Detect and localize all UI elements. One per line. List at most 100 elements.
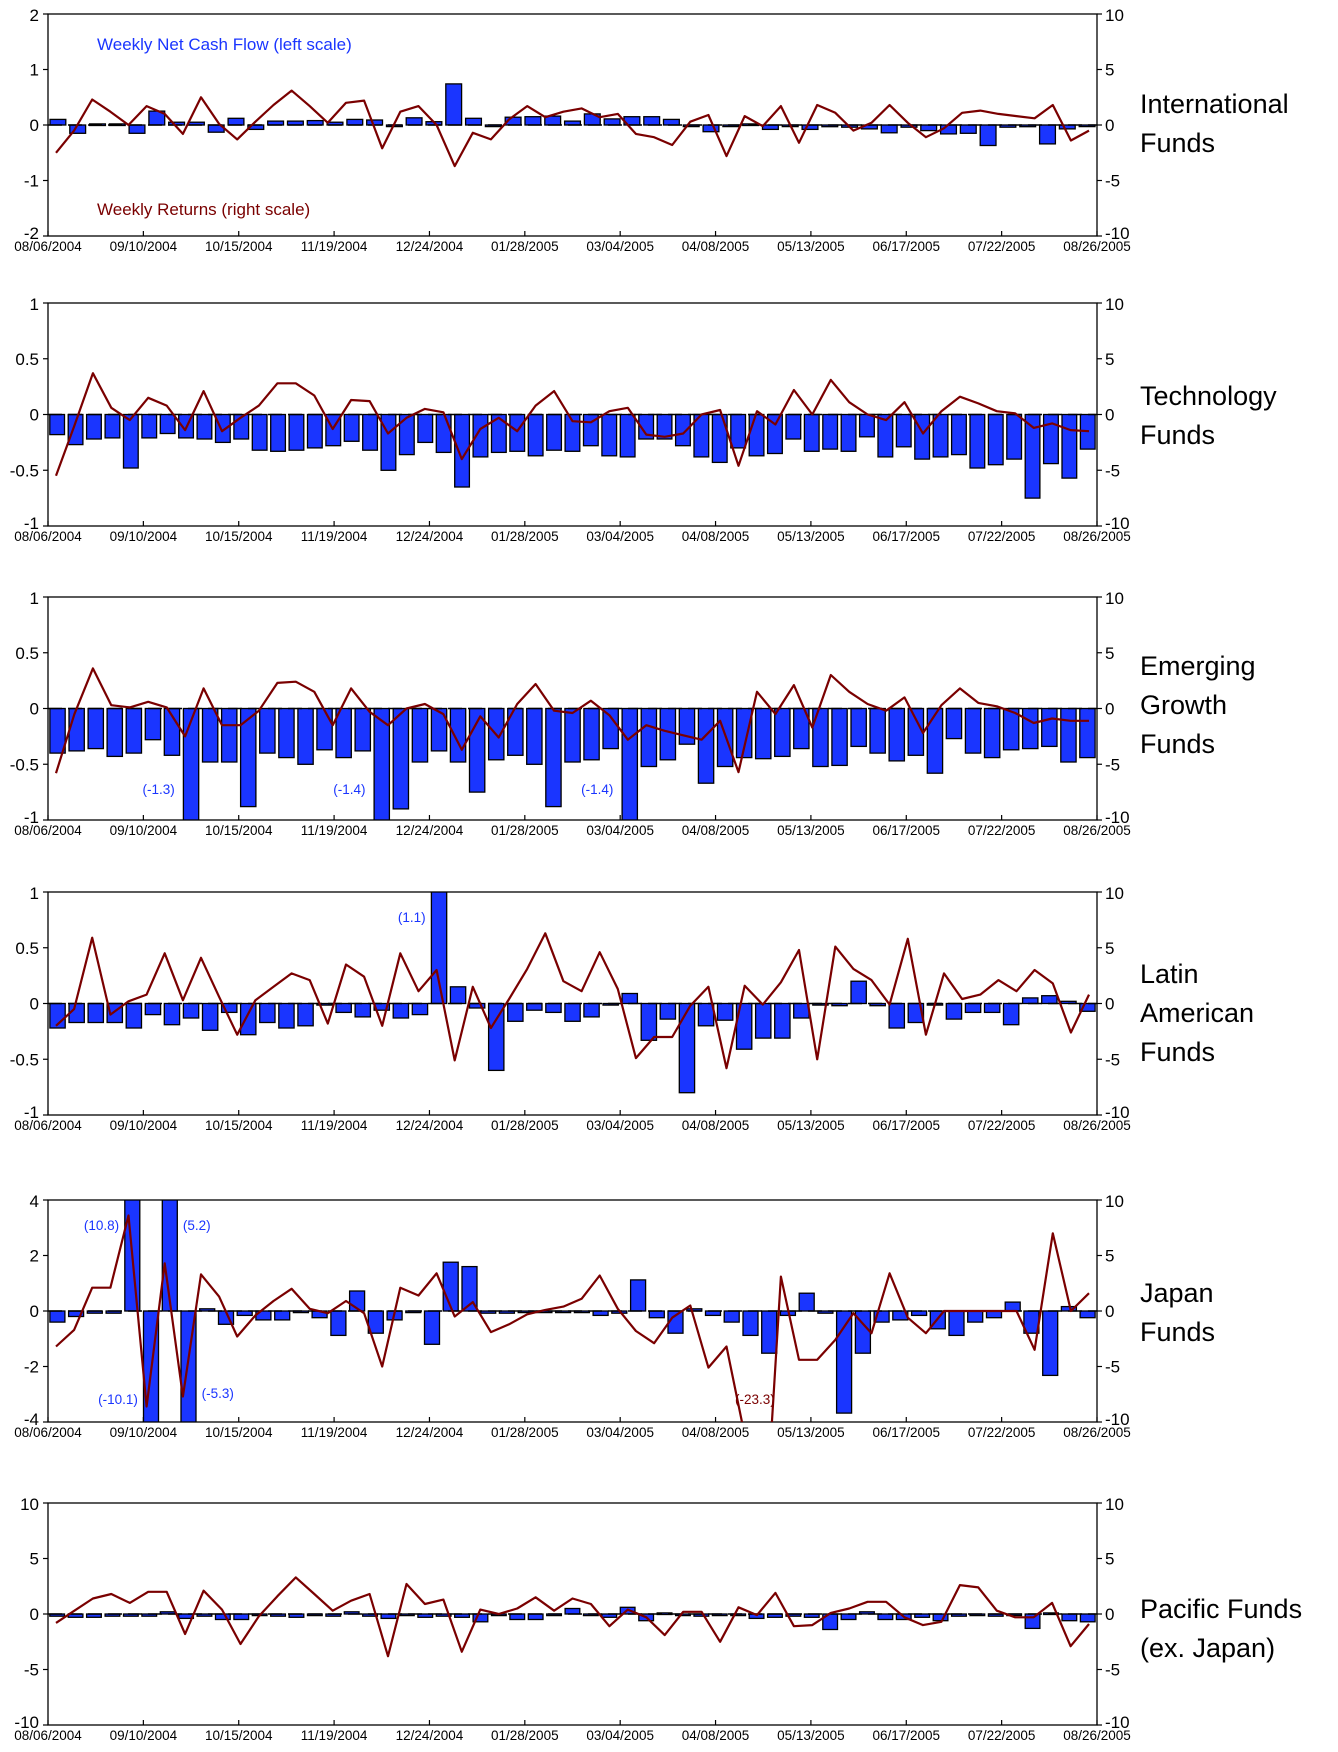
panel-name: (ex. Japan) bbox=[1140, 1633, 1275, 1663]
cash-flow-bar bbox=[914, 1613, 931, 1618]
right-axis-tick-label: -5 bbox=[1105, 172, 1120, 191]
cash-flow-bar bbox=[233, 1613, 250, 1621]
cash-flow-bar bbox=[640, 707, 658, 768]
cash-flow-bar bbox=[583, 707, 600, 761]
left-axis-tick-label: 1 bbox=[30, 61, 39, 80]
cash-flow-bar bbox=[674, 1613, 691, 1617]
cash-flow-bar bbox=[335, 1002, 352, 1014]
panel-5: 4 10 2 5 0 0 -2 -5 -4 -10 08/06/2004 09/10/2004 10/1… bbox=[14, 1192, 1215, 1440]
cash-flow-bar bbox=[201, 707, 219, 763]
cash-flow-bar bbox=[220, 707, 238, 763]
panel-name: Funds bbox=[1140, 1037, 1215, 1067]
cash-flow-bar bbox=[141, 413, 158, 439]
x-axis-date-label: 05/13/2005 bbox=[777, 823, 845, 838]
cash-flow-bar bbox=[1019, 124, 1037, 128]
cash-flow-bar bbox=[964, 707, 982, 754]
right-axis-tick-label: 5 bbox=[1105, 61, 1114, 80]
cash-flow-bar bbox=[697, 1002, 715, 1027]
cash-flow-bar bbox=[1021, 997, 1039, 1005]
cash-flow-bar bbox=[817, 1310, 834, 1314]
cash-flow-bar bbox=[87, 707, 105, 750]
cash-flow-bar bbox=[674, 413, 691, 447]
cash-flow-bar bbox=[1079, 1002, 1096, 1012]
cash-flow-bar bbox=[1042, 413, 1059, 465]
cash-flow-bar bbox=[297, 1002, 314, 1027]
cash-flow-bar bbox=[987, 413, 1004, 466]
cash-flow-bar bbox=[1042, 1310, 1059, 1377]
cash-flow-bar bbox=[346, 118, 364, 126]
cash-flow-bar bbox=[983, 1002, 1001, 1014]
x-axis-date-label: 11/19/2004 bbox=[301, 529, 368, 544]
cash-flow-bar bbox=[1021, 707, 1039, 750]
left-axis-tick-label: -1 bbox=[24, 1103, 39, 1122]
cash-flow-bar bbox=[920, 124, 938, 132]
cash-flow-bar bbox=[835, 1310, 853, 1414]
cash-flow-bar bbox=[754, 707, 772, 760]
right-axis-tick-label: -5 bbox=[1105, 755, 1120, 774]
panel-2: 1 10 0.5 5 0 0 -0.5 -5 -1 -10 08/06/2004 09/10/2004… bbox=[10, 295, 1277, 544]
x-axis-date-label: 06/17/2005 bbox=[872, 1425, 940, 1440]
panel-1: 2 10 1 5 0 0 -1 -5 -2 -10 08/06/2004 09/10/2004 10/1… bbox=[14, 6, 1288, 254]
cash-flow-bar bbox=[967, 1310, 984, 1323]
x-axis-date-label: 09/10/2004 bbox=[110, 1425, 178, 1440]
right-axis-tick-label: 5 bbox=[1105, 644, 1114, 663]
cash-flow-bar bbox=[227, 117, 245, 126]
left-axis-tick-label: 0 bbox=[30, 116, 39, 135]
cash-flow-bar bbox=[343, 413, 360, 442]
x-axis-date-label: 08/06/2004 bbox=[14, 1425, 82, 1440]
cash-flow-bar bbox=[888, 1002, 906, 1029]
cash-flow-bar bbox=[392, 1002, 410, 1019]
cash-flow-bar bbox=[774, 707, 791, 758]
cash-flow-bar bbox=[850, 707, 867, 748]
cash-flow-bar bbox=[445, 83, 463, 126]
x-axis-date-label: 09/10/2004 bbox=[110, 823, 178, 838]
left-axis-tick-label: 2 bbox=[30, 6, 39, 25]
x-axis-date-label: 07/22/2005 bbox=[968, 1728, 1036, 1743]
cash-flow-bar bbox=[1006, 413, 1023, 460]
value-annotation: (-10.1) bbox=[98, 1392, 138, 1407]
cash-flow-bar bbox=[67, 413, 84, 446]
cash-flow-bar bbox=[354, 707, 372, 752]
left-axis-tick-label: 5 bbox=[30, 1550, 39, 1569]
x-axis-date-label: 03/04/2005 bbox=[586, 1425, 654, 1440]
x-axis-date-label: 04/08/2005 bbox=[682, 239, 750, 254]
bars-group bbox=[49, 1606, 1096, 1631]
x-axis-date-label: 04/08/2005 bbox=[682, 1118, 750, 1133]
cash-flow-bar bbox=[678, 707, 696, 745]
cash-flow-bar bbox=[498, 1310, 516, 1314]
cash-flow-bar bbox=[85, 413, 102, 440]
cash-flow-bar bbox=[297, 707, 314, 765]
cash-flow-bar bbox=[270, 413, 287, 452]
cash-flow-bar bbox=[629, 1279, 647, 1312]
cash-flow-bar bbox=[526, 1002, 543, 1011]
x-axis-date-label: 06/17/2005 bbox=[872, 1118, 940, 1133]
x-axis-date-label: 08/06/2004 bbox=[14, 239, 82, 254]
left-axis-tick-label: 1 bbox=[30, 589, 39, 608]
x-axis-date-label: 06/17/2005 bbox=[872, 1728, 940, 1743]
right-axis-tick-label: 5 bbox=[1105, 1550, 1114, 1569]
cash-flow-bar bbox=[869, 707, 886, 754]
right-axis-tick-label: -10 bbox=[1105, 808, 1130, 827]
cash-flow-bar bbox=[1041, 995, 1058, 1005]
cash-flow-bar bbox=[948, 1310, 965, 1337]
cash-flow-bar bbox=[979, 124, 997, 147]
x-axis-date-label: 08/26/2005 bbox=[1063, 239, 1131, 254]
right-axis-tick-label: 0 bbox=[1105, 995, 1114, 1014]
x-axis-date-label: 01/28/2005 bbox=[491, 823, 559, 838]
cash-flow-bar bbox=[259, 707, 276, 754]
cash-flow-bar bbox=[201, 1002, 219, 1031]
cash-flow-bar bbox=[678, 1002, 696, 1094]
cash-flow-bar bbox=[199, 1308, 216, 1312]
x-axis-date-label: 12/24/2004 bbox=[396, 823, 464, 838]
cash-flow-bar bbox=[1002, 1002, 1020, 1026]
cash-flow-bar bbox=[638, 413, 655, 440]
cash-flow-bar bbox=[163, 1002, 181, 1026]
x-axis-date-label: 08/06/2004 bbox=[14, 529, 82, 544]
left-axis-tick-label: 10 bbox=[20, 1495, 39, 1514]
cash-flow-bar bbox=[545, 1002, 562, 1014]
x-axis-date-label: 03/04/2005 bbox=[586, 1728, 654, 1743]
cash-flow-bar bbox=[182, 1002, 200, 1019]
cash-flow-bar bbox=[840, 413, 857, 452]
